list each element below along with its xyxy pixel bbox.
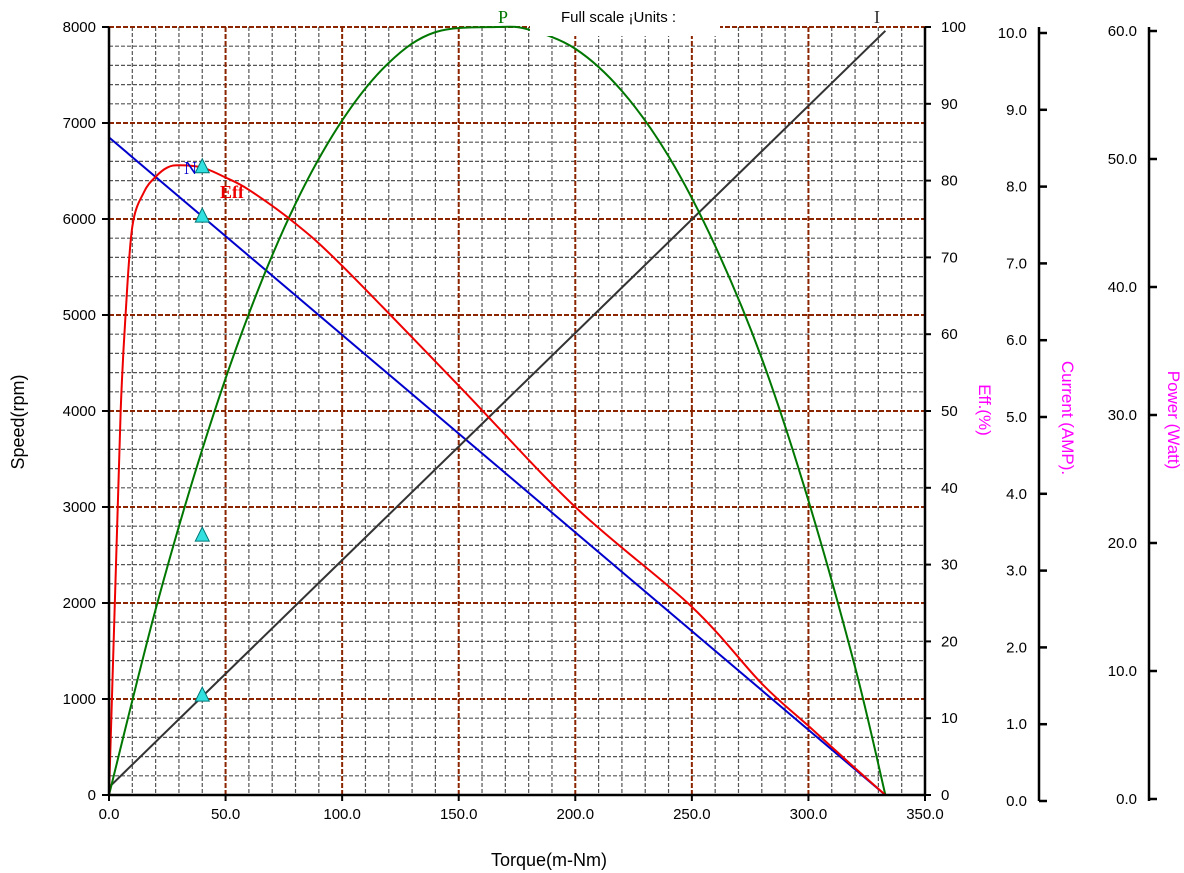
- torque-tick-label: 50.0: [211, 806, 240, 823]
- torque-tick-label: 0.0: [99, 806, 120, 823]
- eff-tick-label: 0: [941, 787, 949, 804]
- current-tick-label: 0.0: [1006, 793, 1027, 810]
- current-tick-label: 1.0: [1006, 716, 1027, 733]
- power-tick-label: 30.0: [1108, 407, 1137, 424]
- eff-tick-label: 40: [941, 480, 958, 497]
- current-marker: [194, 686, 211, 702]
- torque-tick-label: 150.0: [440, 806, 478, 823]
- power-tick-label: 40.0: [1108, 279, 1137, 296]
- power-tick-label: 20.0: [1108, 535, 1137, 552]
- speed-tick-label: 5000: [63, 307, 96, 324]
- eff-curve-label: Eff: [220, 182, 245, 202]
- header-background: [530, 6, 720, 36]
- speed-tick-label: 7000: [63, 115, 96, 132]
- chart-header: Full scale ¡Units :: [561, 9, 676, 26]
- eff-tick-label: 20: [941, 633, 958, 650]
- current-tick-label: 4.0: [1006, 486, 1027, 503]
- efficiency-curve: [108, 164, 887, 796]
- torque-tick-label: 200.0: [557, 806, 595, 823]
- power-tick-label: 0.0: [1116, 791, 1137, 808]
- current-tick-label: 7.0: [1006, 255, 1027, 272]
- eff-tick-label: 70: [941, 249, 958, 266]
- eff-tick-label: 80: [941, 173, 958, 190]
- eff-tick-label: 60: [941, 326, 958, 343]
- current-axis-title: Current (AMP).: [1058, 361, 1077, 475]
- power-curve: [108, 25, 887, 796]
- eff-tick-label: 50: [941, 403, 958, 420]
- current-tick-label: 5.0: [1006, 409, 1027, 426]
- tick-labels: 0.0 50.0 100.0 150.0 200.0 250.0 300.0 350.0010…: [63, 19, 1137, 823]
- speed-tick-label: 1000: [63, 691, 96, 708]
- eff-marker: [194, 157, 211, 174]
- torque-tick-label: 350.0: [906, 806, 944, 823]
- current-tick-label: 2.0: [1006, 639, 1027, 656]
- current-tick-label: 10.0: [998, 25, 1027, 42]
- eff-axis-title: Eff.(%): [975, 384, 994, 436]
- current-tick-label: 3.0: [1006, 563, 1027, 580]
- speed-tick-label: 0: [88, 787, 96, 804]
- speed-tick-label: 4000: [63, 403, 96, 420]
- x-axis-title: Torque(m-Nm): [491, 850, 607, 870]
- eff-tick-label: 30: [941, 557, 958, 574]
- eff-tick-label: 10: [941, 710, 958, 727]
- power-tick-label: 60.0: [1108, 23, 1137, 40]
- speed-marker: [194, 207, 211, 223]
- speed-tick-label: 3000: [63, 499, 96, 516]
- power-tick-label: 50.0: [1108, 151, 1137, 168]
- current-tick-label: 8.0: [1006, 179, 1027, 196]
- power-axis-title: Power (Watt): [1164, 371, 1183, 470]
- speed-axis-title: Speed(rpm): [8, 374, 28, 469]
- eff-tick-label: 100: [941, 19, 966, 36]
- power-marker: [194, 526, 211, 542]
- speed-tick-label: 2000: [63, 595, 96, 612]
- current-curve-label: I: [874, 7, 880, 27]
- chart-labels: Full scale ¡Units : Torque(m-Nm) Speed(r…: [8, 6, 1183, 870]
- operating-point-markers: [194, 157, 211, 702]
- speed-tick-label: 6000: [63, 211, 96, 228]
- eff-tick-label: 90: [941, 96, 958, 113]
- power-curve-label: P: [498, 7, 508, 27]
- torque-tick-label: 250.0: [673, 806, 711, 823]
- curve-labels: N I P Eff: [184, 7, 880, 202]
- current-tick-label: 9.0: [1006, 102, 1027, 119]
- speed-curve-label: N: [184, 158, 197, 178]
- performance-curves: [108, 25, 887, 796]
- torque-tick-label: 300.0: [790, 806, 828, 823]
- speed-tick-label: 8000: [63, 19, 96, 36]
- current-tick-label: 6.0: [1006, 332, 1027, 349]
- speed-curve: [108, 136, 887, 796]
- axes: [102, 26, 1157, 803]
- current-curve: [108, 30, 887, 789]
- torque-tick-label: 100.0: [323, 806, 361, 823]
- power-tick-label: 10.0: [1108, 663, 1137, 680]
